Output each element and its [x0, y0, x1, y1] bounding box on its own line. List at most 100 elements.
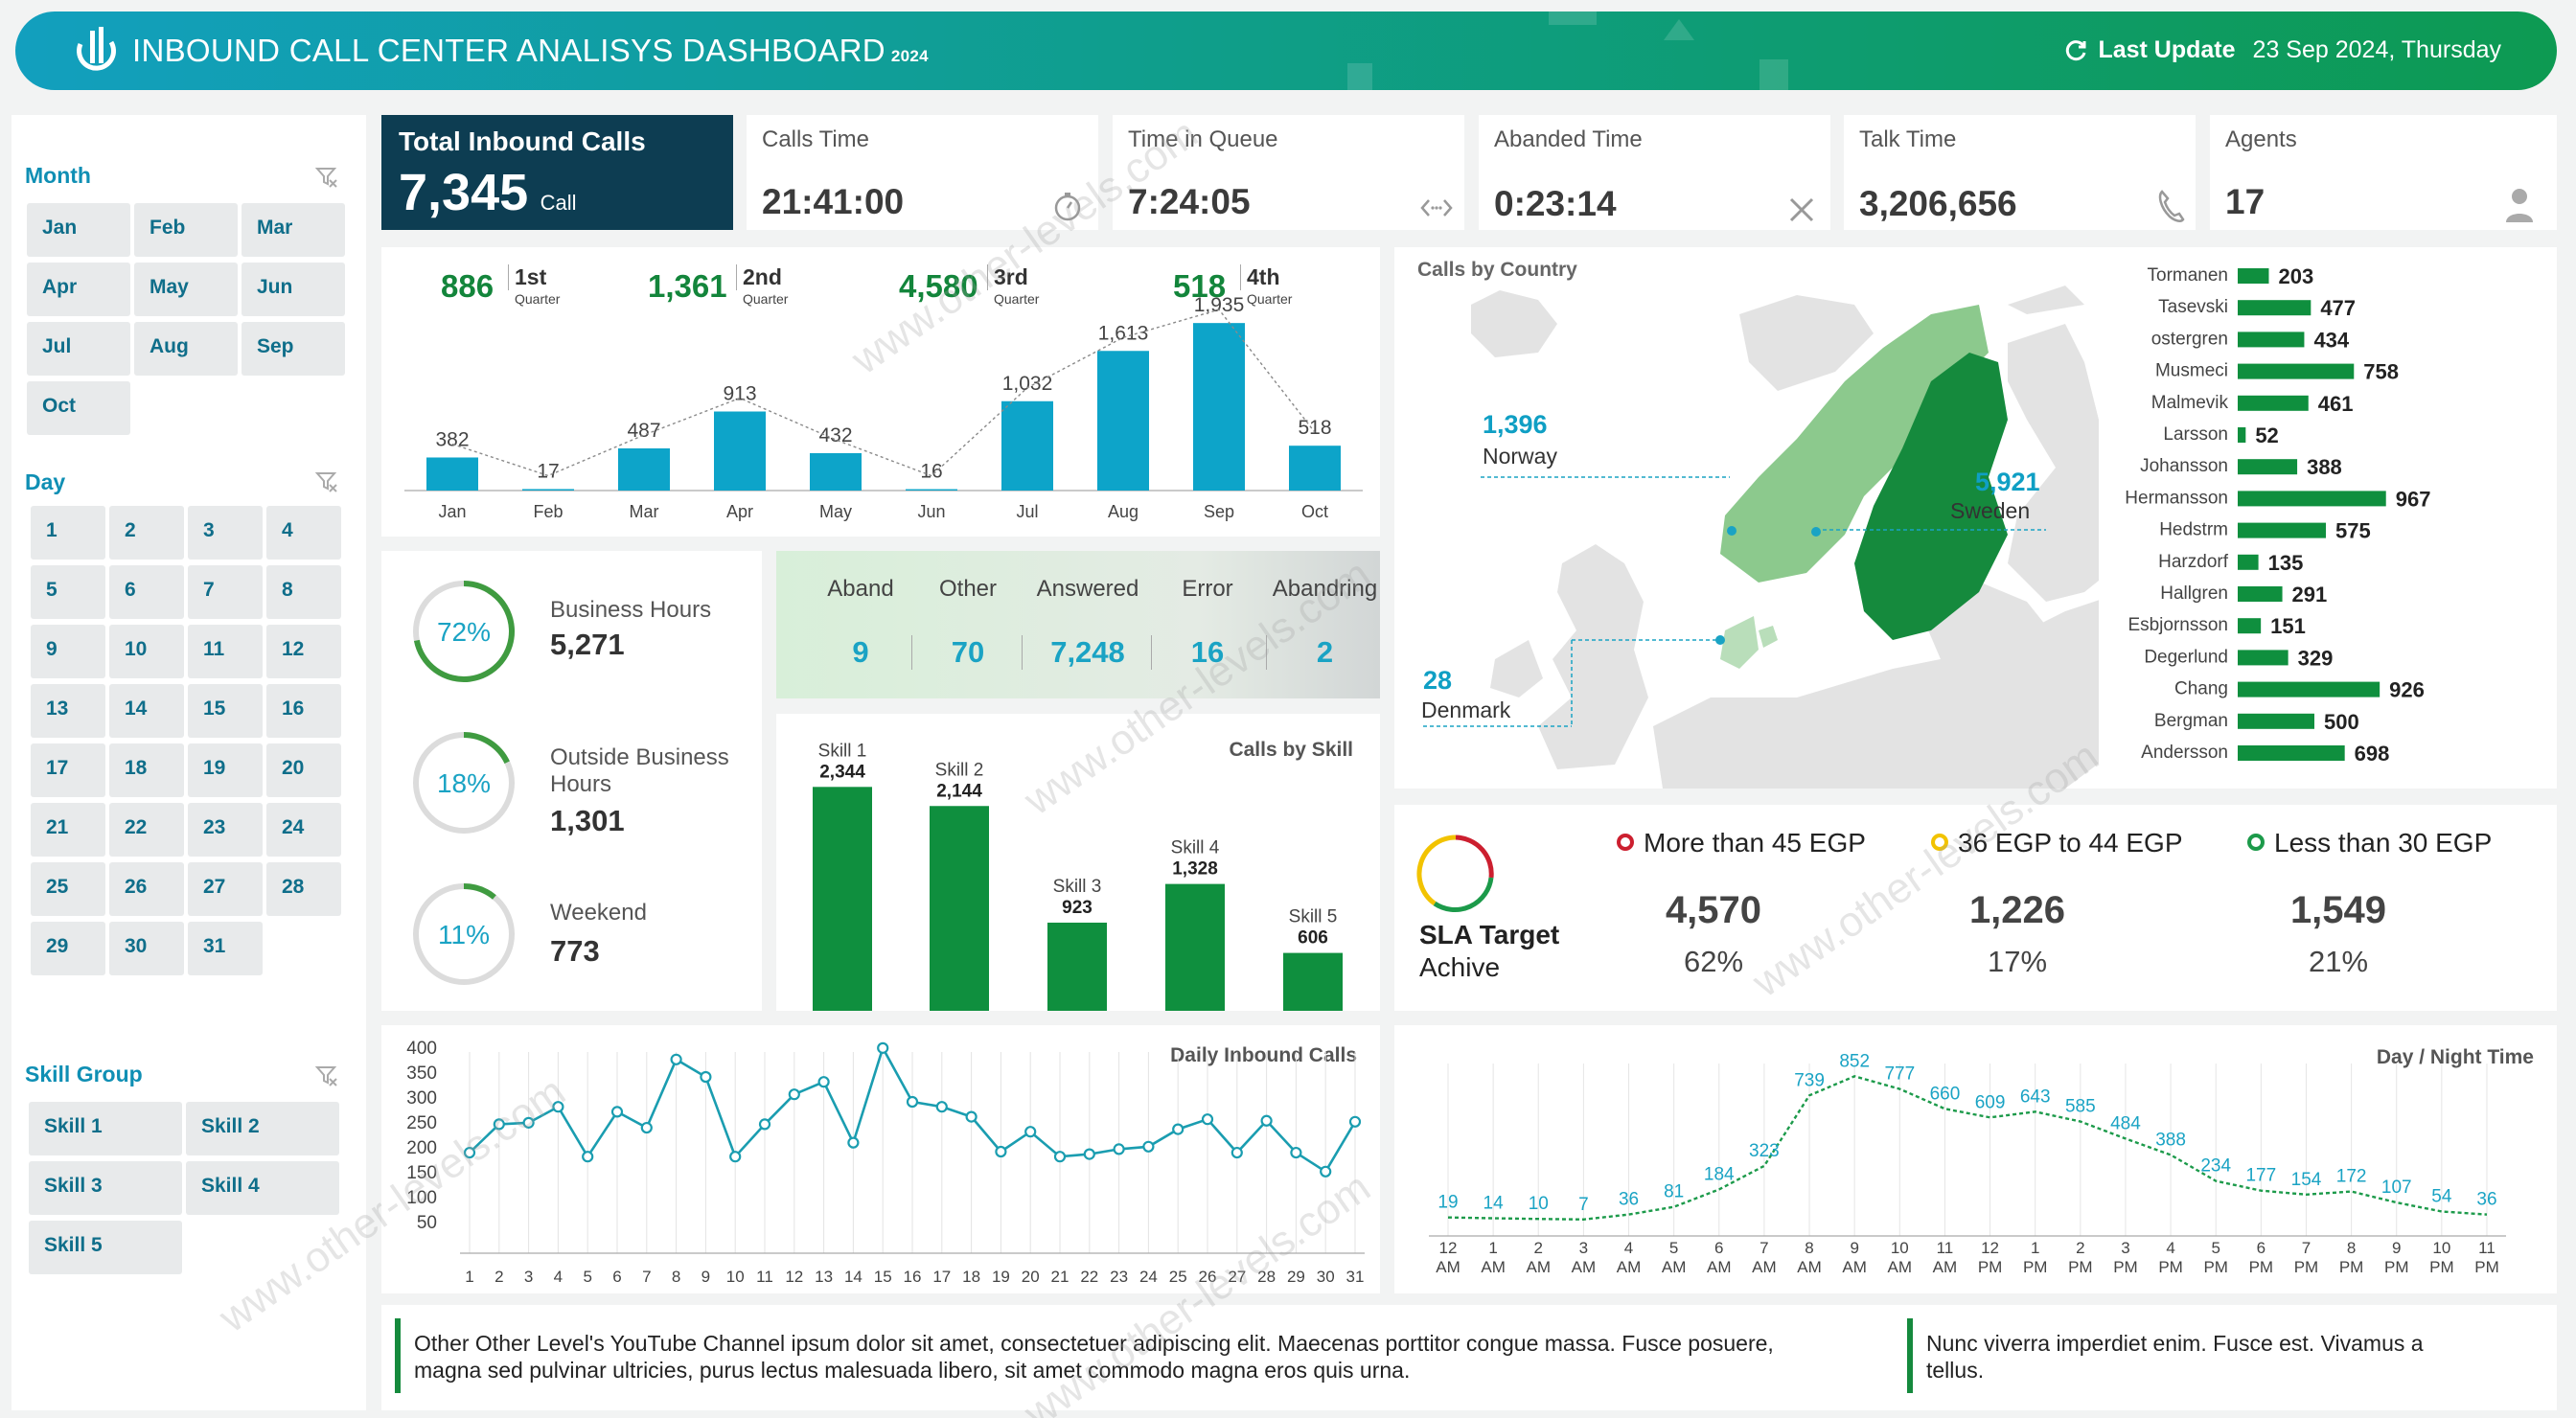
- day-button-6[interactable]: 6: [109, 565, 184, 619]
- month-bar[interactable]: [1289, 446, 1341, 491]
- day-button-13[interactable]: 13: [31, 684, 105, 738]
- skill-button-5[interactable]: Skill 5: [29, 1221, 182, 1274]
- day-button-30[interactable]: 30: [109, 922, 184, 975]
- agent-bar[interactable]: [2238, 681, 2380, 698]
- agent-bar[interactable]: [2238, 554, 2259, 570]
- clear-filter-icon[interactable]: [314, 1064, 339, 1088]
- month-bar[interactable]: [1097, 351, 1149, 491]
- day-button-3[interactable]: 3: [188, 506, 263, 560]
- daily-point[interactable]: [995, 1145, 1007, 1158]
- daily-point[interactable]: [700, 1070, 712, 1084]
- daily-point[interactable]: [1201, 1113, 1214, 1126]
- daily-point[interactable]: [1230, 1146, 1243, 1159]
- day-button-29[interactable]: 29: [31, 922, 105, 975]
- skill-bar[interactable]: [1283, 952, 1343, 1011]
- agent-bar[interactable]: [2238, 427, 2246, 443]
- day-button-28[interactable]: 28: [266, 862, 341, 916]
- daily-point[interactable]: [463, 1146, 476, 1159]
- agent-bar[interactable]: [2238, 268, 2269, 284]
- day-button-1[interactable]: 1: [31, 506, 105, 560]
- month-button-jun[interactable]: Jun: [242, 263, 345, 316]
- agent-bar[interactable]: [2238, 491, 2386, 507]
- daily-point[interactable]: [817, 1076, 830, 1088]
- day-button-9[interactable]: 9: [31, 625, 105, 678]
- agent-bar[interactable]: [2238, 586, 2283, 602]
- day-button-8[interactable]: 8: [266, 565, 341, 619]
- month-button-aug[interactable]: Aug: [134, 322, 238, 376]
- daily-point[interactable]: [1083, 1148, 1095, 1160]
- daily-point[interactable]: [877, 1041, 889, 1054]
- day-button-5[interactable]: 5: [31, 565, 105, 619]
- day-button-10[interactable]: 10: [109, 625, 184, 678]
- daily-point[interactable]: [906, 1095, 919, 1109]
- daily-point[interactable]: [965, 1110, 978, 1123]
- daily-point[interactable]: [1320, 1165, 1332, 1178]
- day-button-19[interactable]: 19: [188, 743, 263, 797]
- day-button-7[interactable]: 7: [188, 565, 263, 619]
- agent-bar[interactable]: [2238, 522, 2326, 538]
- month-button-apr[interactable]: Apr: [27, 263, 130, 316]
- day-button-26[interactable]: 26: [109, 862, 184, 916]
- daily-point[interactable]: [1053, 1151, 1067, 1163]
- daily-point[interactable]: [1172, 1123, 1184, 1135]
- daily-point[interactable]: [1142, 1140, 1155, 1153]
- skill-bar[interactable]: [930, 806, 989, 1011]
- skill-button-2[interactable]: Skill 2: [186, 1102, 339, 1155]
- skill-button-3[interactable]: Skill 3: [29, 1161, 182, 1215]
- month-bar[interactable]: [1001, 400, 1053, 491]
- month-button-may[interactable]: May: [134, 263, 238, 316]
- day-button-2[interactable]: 2: [109, 506, 184, 560]
- daily-point[interactable]: [935, 1101, 948, 1113]
- agent-bar[interactable]: [2238, 459, 2298, 475]
- agent-bar[interactable]: [2238, 618, 2262, 634]
- agent-bar[interactable]: [2238, 300, 2312, 316]
- month-button-jul[interactable]: Jul: [27, 322, 130, 376]
- clear-filter-icon[interactable]: [314, 469, 339, 494]
- day-button-23[interactable]: 23: [188, 803, 263, 857]
- day-button-31[interactable]: 31: [188, 922, 263, 975]
- day-button-21[interactable]: 21: [31, 803, 105, 857]
- day-button-17[interactable]: 17: [31, 743, 105, 797]
- month-button-sep[interactable]: Sep: [242, 322, 345, 376]
- daily-point[interactable]: [1290, 1146, 1302, 1159]
- agent-bar[interactable]: [2238, 713, 2314, 729]
- daily-point[interactable]: [729, 1151, 742, 1163]
- skill-bar[interactable]: [813, 787, 872, 1011]
- agent-bar[interactable]: [2238, 395, 2309, 411]
- refresh-icon[interactable]: [2063, 38, 2088, 63]
- month-bar[interactable]: [906, 489, 957, 491]
- month-bar[interactable]: [810, 452, 862, 491]
- daily-point[interactable]: [522, 1116, 535, 1129]
- day-button-20[interactable]: 20: [266, 743, 341, 797]
- day-button-24[interactable]: 24: [266, 803, 341, 857]
- day-button-16[interactable]: 16: [266, 684, 341, 738]
- day-button-22[interactable]: 22: [109, 803, 184, 857]
- daily-point[interactable]: [552, 1101, 564, 1113]
- skill-bar[interactable]: [1165, 883, 1225, 1011]
- daily-point[interactable]: [610, 1106, 624, 1118]
- month-bar[interactable]: [714, 411, 766, 491]
- daily-point[interactable]: [1260, 1114, 1273, 1127]
- month-bar[interactable]: [426, 457, 478, 491]
- skill-button-4[interactable]: Skill 4: [186, 1161, 339, 1215]
- daily-point[interactable]: [670, 1053, 682, 1065]
- day-button-15[interactable]: 15: [188, 684, 263, 738]
- daily-point[interactable]: [847, 1136, 860, 1149]
- daily-point[interactable]: [640, 1121, 653, 1134]
- daily-point[interactable]: [493, 1118, 505, 1131]
- month-bar[interactable]: [1193, 323, 1245, 491]
- agent-bar[interactable]: [2238, 745, 2345, 761]
- daily-point[interactable]: [582, 1151, 594, 1163]
- agent-bar[interactable]: [2238, 332, 2305, 348]
- daily-point[interactable]: [1024, 1126, 1037, 1138]
- month-bar[interactable]: [522, 489, 574, 491]
- day-button-25[interactable]: 25: [31, 862, 105, 916]
- day-button-18[interactable]: 18: [109, 743, 184, 797]
- skill-button-1[interactable]: Skill 1: [29, 1102, 182, 1155]
- month-button-jan[interactable]: Jan: [27, 203, 130, 257]
- day-button-27[interactable]: 27: [188, 862, 263, 916]
- agent-bar[interactable]: [2238, 650, 2288, 666]
- daily-point[interactable]: [1348, 1115, 1362, 1128]
- month-bar[interactable]: [618, 447, 670, 491]
- month-button-feb[interactable]: Feb: [134, 203, 238, 257]
